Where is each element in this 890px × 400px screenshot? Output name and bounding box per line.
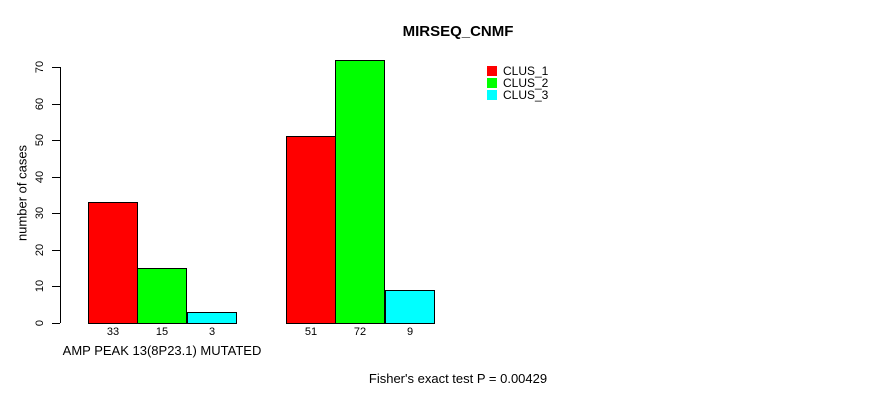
bar-clus_1-group1 [88,202,138,324]
legend: CLUS_1 CLUS_2 CLUS_3 [487,64,549,102]
bar-clus_2-group1 [137,268,187,324]
legend-row: CLUS_3 [487,88,549,102]
y-tick-label: 60 [34,97,46,111]
bar-value-label: 33 [106,326,120,338]
y-tick [52,67,60,68]
legend-swatch-clus_2 [487,78,497,88]
y-tick-label: 30 [34,206,46,220]
y-tick [52,323,60,324]
y-tick-label: 0 [34,319,46,327]
y-tick-label: 50 [34,133,46,147]
bar-value-label: 9 [406,326,414,338]
y-axis-line [60,67,61,323]
legend-label: CLUS_3 [503,88,549,102]
y-tick [52,213,60,214]
bar-clus_3-group1 [187,312,237,324]
bar-clus_2-group2 [335,60,385,324]
y-tick [52,104,60,105]
y-axis-title: number of cases [14,144,30,242]
legend-swatch-clus_1 [487,66,497,76]
y-tick [52,140,60,141]
y-tick [52,250,60,251]
y-tick-label: 20 [34,243,46,257]
y-tick-label: 10 [34,279,46,293]
pvalue-annotation: Fisher's exact test P = 0.00429 [368,371,548,386]
legend-row: CLUS_2 [487,76,549,90]
legend-row: CLUS_1 [487,64,549,78]
bar-value-label: 15 [155,326,169,338]
legend-label: CLUS_2 [503,76,549,90]
y-tick [52,177,60,178]
bar-value-label: 72 [353,326,367,338]
bar-value-label: 51 [304,326,318,338]
bar-value-label: 3 [208,326,216,338]
x-axis-group-label: AMP PEAK 13(8P23.1) MUTATED [62,343,262,358]
bar-clus_3-group2 [385,290,435,324]
y-tick-label: 70 [34,60,46,74]
bar-clus_1-group2 [286,136,336,324]
legend-label: CLUS_1 [503,64,549,78]
y-tick [52,286,60,287]
chart-title: MIRSEQ_CNMF [402,23,514,40]
y-tick-label: 40 [34,170,46,184]
legend-swatch-clus_3 [487,90,497,100]
